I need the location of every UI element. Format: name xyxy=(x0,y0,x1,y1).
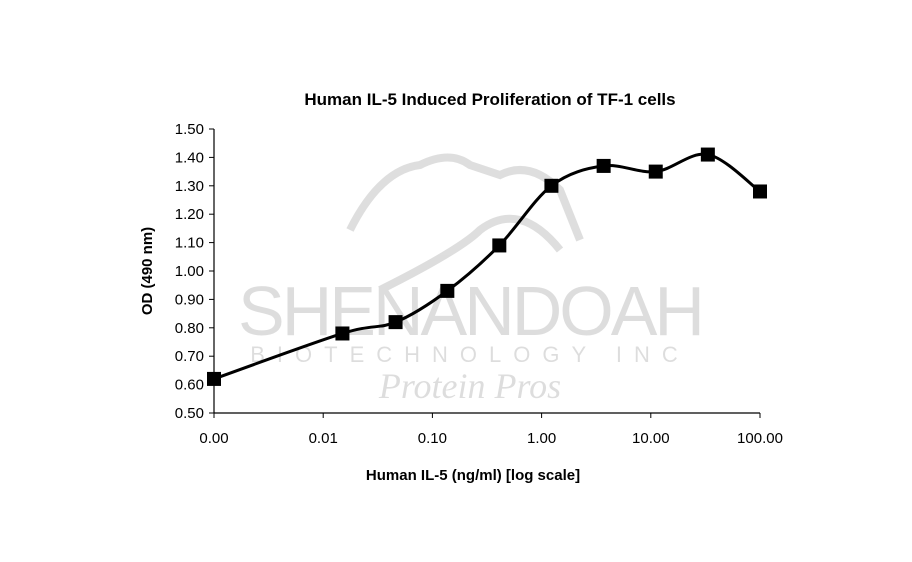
y-tick-label: 0.70 xyxy=(175,348,204,365)
y-tick-label: 0.80 xyxy=(175,320,204,337)
data-point xyxy=(207,371,221,386)
chart-title: Human IL-5 Induced Proliferation of TF-1… xyxy=(304,90,675,109)
y-tick-label: 1.20 xyxy=(175,206,204,223)
y-tick-label: 0.60 xyxy=(175,377,204,394)
x-tick-label: 0.10 xyxy=(418,430,447,447)
svg-text:BIOTECHNOLOGY INC: BIOTECHNOLOGY INC xyxy=(250,342,690,367)
watermark-logo: SHENANDOAH BIOTECHNOLOGY INC Protein Pro… xyxy=(238,153,705,406)
x-tick-label: 1.00 xyxy=(527,430,556,447)
svg-text:SHENANDOAH: SHENANDOAH xyxy=(238,272,702,350)
data-point xyxy=(492,238,507,253)
data-point xyxy=(700,147,715,162)
y-tick-label: 0.50 xyxy=(175,405,204,422)
data-point xyxy=(440,283,455,298)
y-tick-label: 1.10 xyxy=(175,235,204,252)
y-tick-label: 1.50 xyxy=(175,121,204,138)
x-tick-label: 0.01 xyxy=(309,430,338,447)
y-tick-label: 0.90 xyxy=(175,291,204,308)
svg-text:Protein Pros: Protein Pros xyxy=(378,366,561,406)
x-tick-label: 100.00 xyxy=(737,430,783,447)
data-point xyxy=(596,158,611,173)
x-tick-label: 0.00 xyxy=(199,430,228,447)
y-axis-label: OD (490 nm) xyxy=(139,227,156,315)
y-tick-label: 1.40 xyxy=(175,149,204,166)
data-point xyxy=(388,315,403,330)
y-tick-label: 1.30 xyxy=(175,178,204,195)
x-tick-label: 10.00 xyxy=(632,430,670,447)
data-point xyxy=(335,326,350,341)
y-tick-label: 1.00 xyxy=(175,263,204,280)
data-point xyxy=(544,178,559,193)
data-point xyxy=(648,164,663,179)
x-axis-label: Human IL-5 (ng/ml) [log scale] xyxy=(366,467,580,484)
series-line xyxy=(213,152,761,381)
data-point xyxy=(753,184,767,199)
